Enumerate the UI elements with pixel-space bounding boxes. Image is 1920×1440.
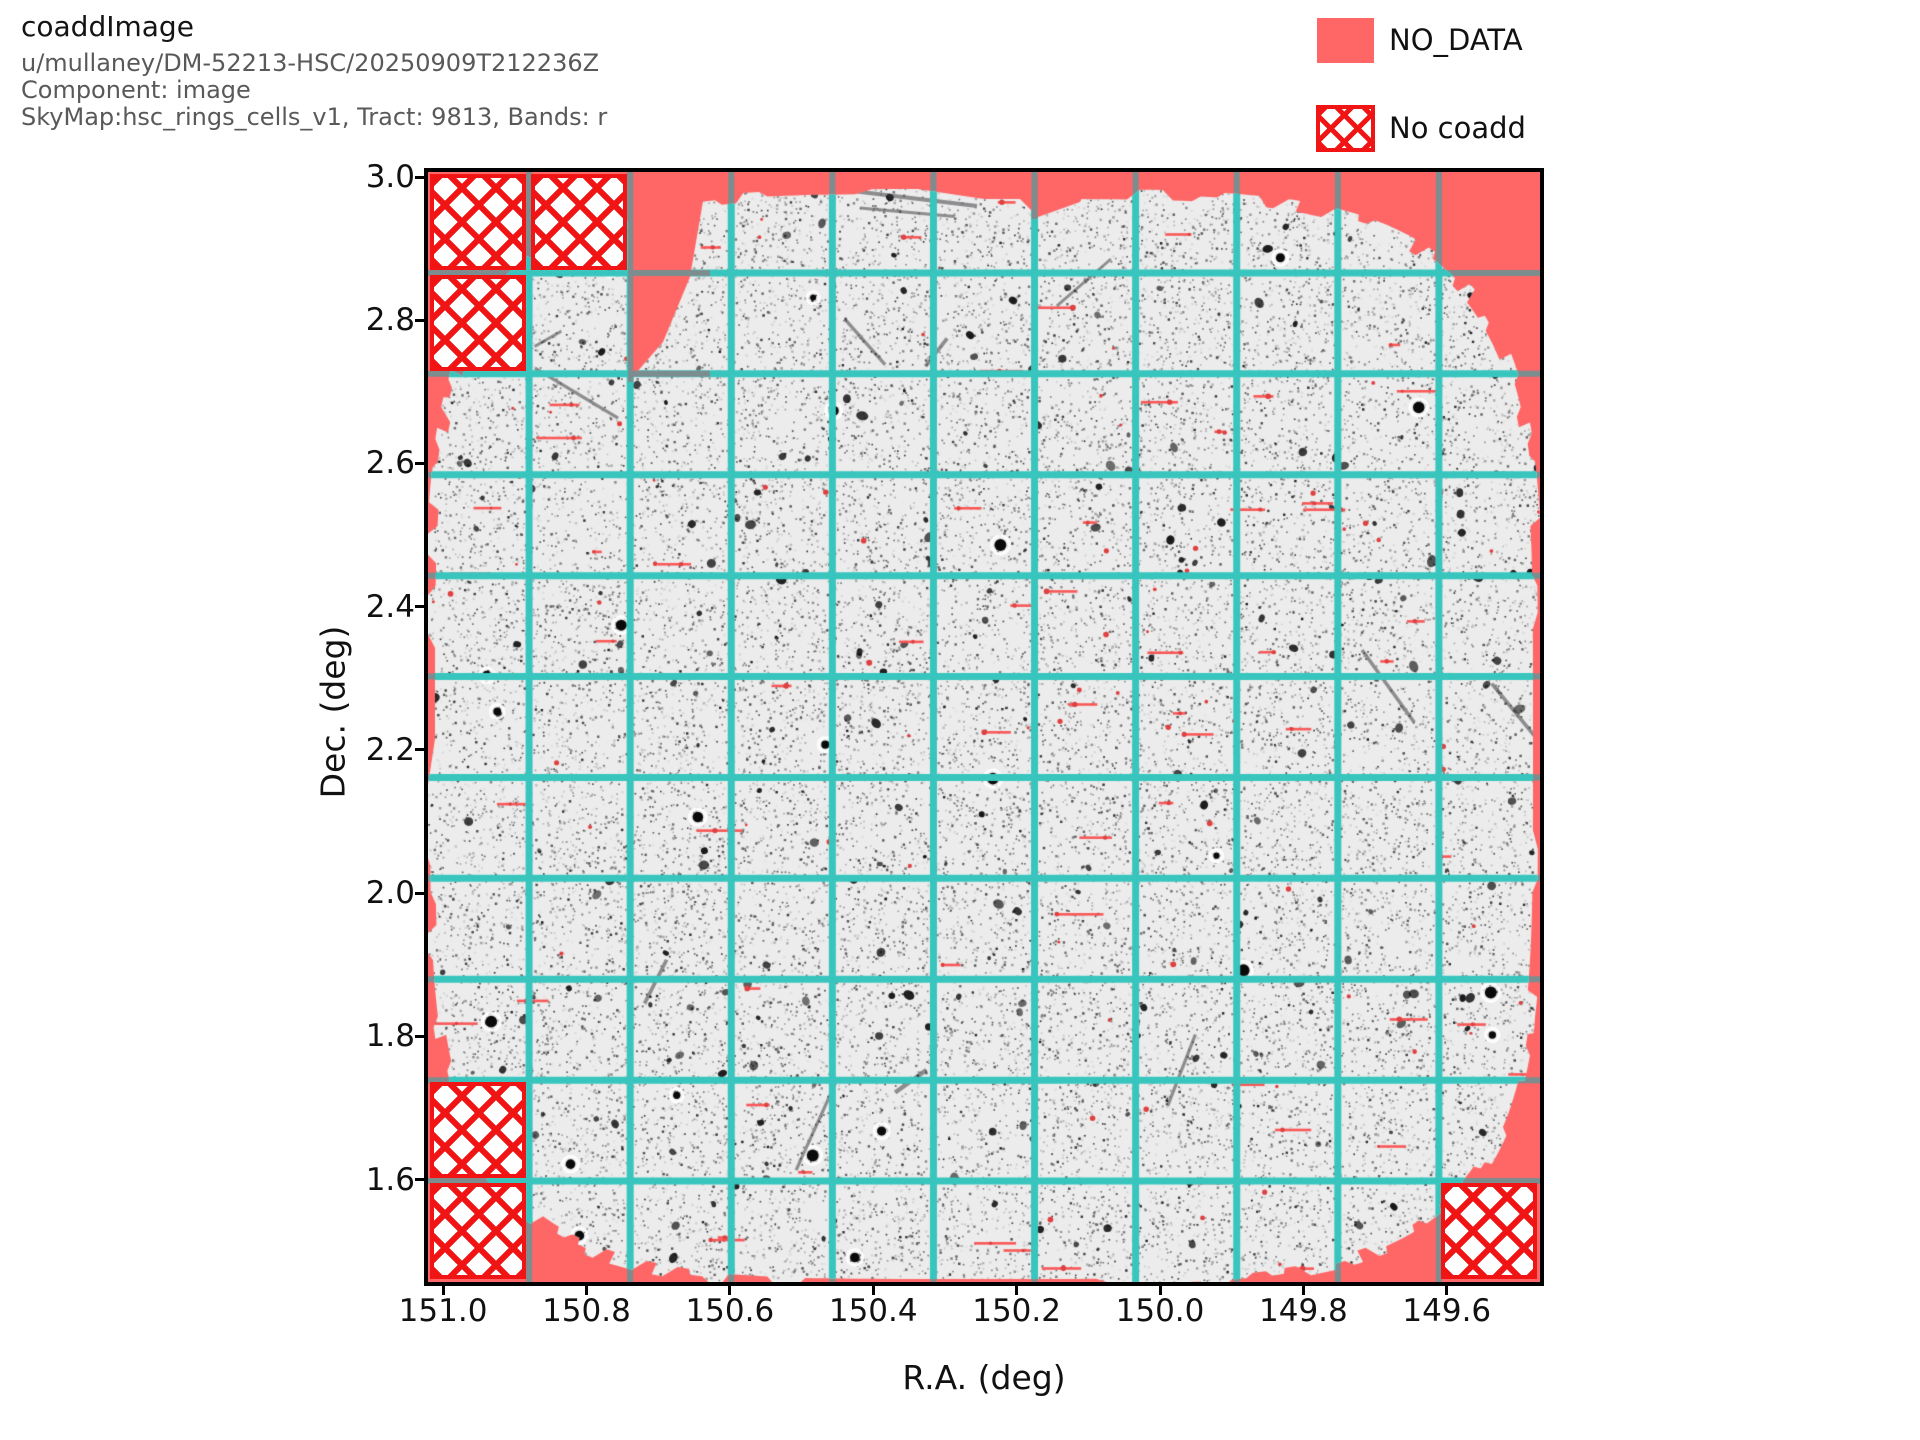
no-coadd-patch — [430, 1082, 527, 1179]
no-coadd-patch — [430, 274, 527, 371]
y-tick-mark — [415, 1178, 424, 1182]
x-tick-label: 150.8 — [542, 1293, 631, 1329]
x-tick-label: 149.8 — [1259, 1293, 1348, 1329]
no-coadd-patch-layer — [428, 172, 1540, 1282]
y-axis-label: Dec. (deg) — [313, 625, 353, 799]
component-label: Component: image — [21, 76, 251, 104]
x-tick-label: 150.6 — [685, 1293, 775, 1329]
y-tick-mark — [415, 1034, 424, 1038]
x-tick-label: 150.2 — [972, 1293, 1061, 1329]
y-tick-label: 1.6 — [365, 1161, 415, 1198]
no-coadd-patch — [1440, 1183, 1537, 1279]
y-tick-label: 2.4 — [365, 588, 415, 625]
y-tick-label: 3.0 — [365, 159, 415, 195]
x-tick-mark — [441, 1286, 445, 1295]
x-tick-label: 150.4 — [828, 1293, 918, 1329]
x-tick-label: 151.0 — [398, 1293, 488, 1329]
y-tick-label: 2.6 — [365, 445, 415, 482]
y-tick-label: 2.0 — [365, 875, 415, 912]
x-tick-mark — [871, 1286, 875, 1295]
no-coadd-patch — [531, 174, 628, 270]
y-tick-mark — [415, 461, 424, 465]
x-tick-label: 150.0 — [1115, 1293, 1205, 1329]
page-title: coaddImage — [21, 10, 194, 43]
y-tick-mark — [415, 891, 424, 895]
x-tick-mark — [728, 1286, 732, 1295]
no-data-legend-label: NO_DATA — [1389, 23, 1523, 57]
x-tick-mark — [1158, 1286, 1162, 1295]
skymap-label: SkyMap:hsc_rings_cells_v1, Tract: 9813, … — [21, 103, 608, 131]
no-coadd-swatch — [1316, 105, 1375, 152]
x-tick-mark — [584, 1286, 588, 1295]
no-data-swatch — [1317, 18, 1374, 63]
collection-path: u/mullaney/DM-52213-HSC/20250909T212236Z — [21, 49, 600, 77]
y-tick-label: 1.8 — [365, 1018, 415, 1055]
x-axis-label: R.A. (deg) — [902, 1358, 1066, 1397]
x-tick-label: 149.6 — [1402, 1293, 1492, 1329]
x-tick-mark — [1301, 1286, 1305, 1295]
x-tick-mark — [1445, 1286, 1449, 1295]
y-tick-label: 2.8 — [365, 302, 415, 339]
y-tick-mark — [415, 318, 424, 322]
plot-area — [424, 168, 1544, 1286]
no-coadd-patch — [430, 1183, 527, 1279]
y-tick-mark — [415, 605, 424, 609]
no-coadd-legend-label: No coadd — [1389, 111, 1526, 145]
y-tick-mark — [415, 175, 424, 179]
coadd-image-canvas — [428, 172, 1540, 1282]
no-coadd-patch — [430, 174, 527, 270]
y-tick-label: 2.2 — [365, 731, 415, 768]
x-tick-mark — [1015, 1286, 1019, 1295]
y-tick-mark — [415, 748, 424, 752]
